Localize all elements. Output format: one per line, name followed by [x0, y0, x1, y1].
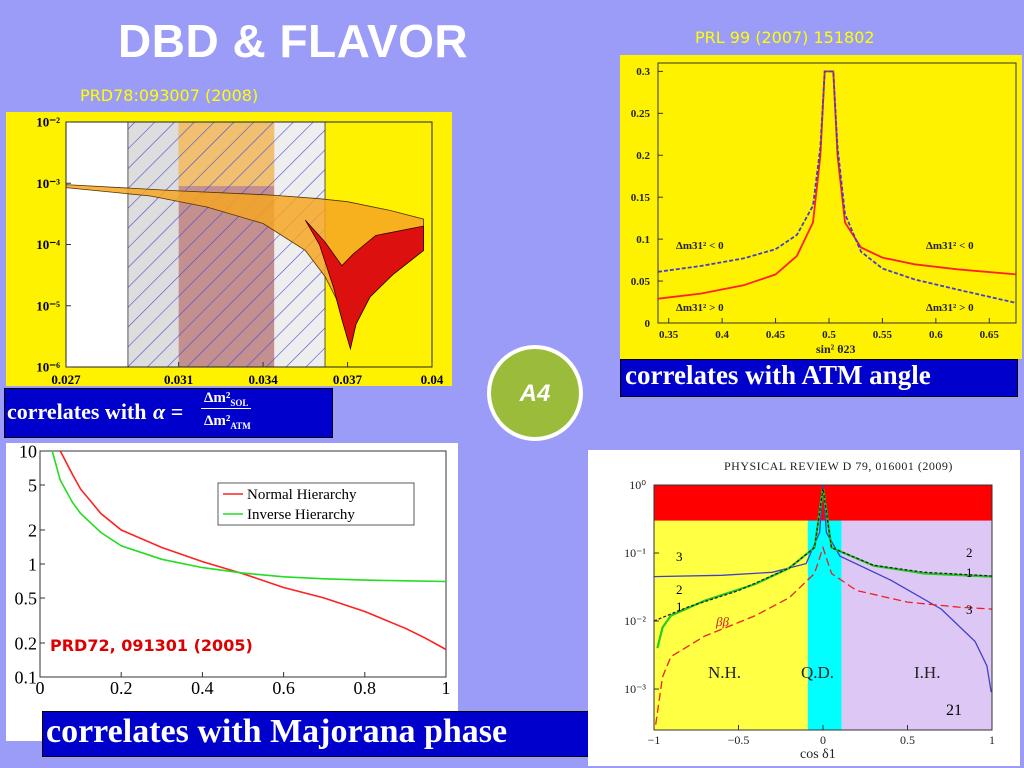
majorana-series-0 — [59, 450, 447, 651]
curve-label-bb: ββ — [715, 614, 729, 629]
region-qd: Q.D. — [801, 663, 834, 682]
legend-normal: Normal Hierarchy — [247, 487, 357, 503]
x-tick-label: 0 — [36, 678, 45, 698]
x-tick-label: 0.034 — [248, 372, 278, 386]
cosdelta-series-3 — [655, 545, 993, 725]
y-tick-label: 0.2 — [15, 633, 38, 653]
atm-label-4: Δm31² > 0 — [926, 302, 974, 314]
y-tick-label: 0.25 — [631, 108, 651, 120]
y-tick-label: 10⁻¹ — [624, 546, 646, 560]
ref-prl99: PRL 99 (2007) 151802 — [695, 28, 875, 47]
atm-plot-frame — [657, 62, 1017, 324]
cosdelta-series-2 — [653, 488, 993, 622]
ref-prd78: PRD78:093007 (2008) — [80, 86, 259, 105]
x-tick-label: 0.6 — [272, 678, 295, 698]
y-tick-label: 10⁻² — [36, 115, 60, 130]
y-tick-label: 10⁻⁴ — [36, 237, 60, 252]
allowed-region-red — [304, 219, 424, 351]
x-tick-label: 0.5 — [822, 329, 836, 341]
x-tick-label: 0.65 — [980, 329, 1000, 341]
x-tick-label: 0.037 — [333, 372, 363, 386]
cosdelta-xlabel: cos δ1 — [800, 747, 836, 762]
x-tick-label: 0.5 — [900, 733, 915, 747]
x-tick-label: 0.04 — [421, 372, 444, 386]
atm-series-1 — [657, 70, 1017, 304]
y-tick-label: 5 — [28, 475, 37, 495]
band-hatch — [127, 122, 326, 367]
cosdelta-series-0 — [653, 484, 992, 693]
y-tick-label: 10⁰ — [629, 478, 646, 492]
x-tick-label: 0.2 — [110, 678, 133, 698]
x-tick-label: 0.031 — [164, 372, 193, 386]
y-tick-label: 0.15 — [631, 192, 651, 204]
y-tick-label: 0.1 — [15, 667, 38, 687]
x-tick-label: 0.35 — [659, 329, 679, 341]
x-tick-label: 0.4 — [715, 329, 729, 341]
curve-label-2-right: 2 — [966, 545, 973, 560]
x-tick-label: 0.027 — [51, 372, 81, 386]
region-nh: N.H. — [708, 663, 741, 682]
atm-label-3: Δm31² < 0 — [926, 240, 974, 252]
x-tick-label: 1 — [989, 733, 995, 747]
atm-label-2: Δm31² > 0 — [676, 302, 724, 314]
majorana-series-1 — [51, 450, 447, 583]
y-tick-label: 10⁻⁵ — [36, 298, 60, 313]
y-tick-label: 0 — [645, 318, 651, 330]
ref-prd72: PRD72, 091301 (2005) — [50, 636, 253, 655]
y-tick-label: 0.1 — [636, 234, 650, 246]
curve-label-1-left: 1 — [676, 599, 683, 614]
slide-title: DBD & FLAVOR — [118, 15, 469, 67]
atm-xlabel: sin² θ23 — [816, 342, 856, 356]
y-tick-label: 10 — [19, 443, 37, 461]
banner-majorana: correlates with Majorana phase — [42, 711, 612, 757]
majorana-chart: 0 0.2 0.4 0.6 0.8 1 10 5 2 1 0.5 0.2 0.1 Normal Hie… — [6, 443, 458, 741]
y-tick-label: 10⁻² — [624, 614, 646, 628]
y-tick-label: 1 — [28, 554, 37, 574]
y-tick-label: 2 — [28, 520, 37, 540]
formula-denominator: Δm²ATM — [204, 413, 251, 431]
region-band-1 — [807, 485, 842, 730]
page-number: 21 — [946, 702, 962, 719]
x-tick-label: 0.4 — [191, 678, 214, 698]
curve-label-3-left: 3 — [676, 549, 683, 564]
y-tick-label: 10⁻³ — [624, 682, 646, 696]
badge-label: A4 — [519, 380, 551, 407]
banner-alpha-prefix: correlates with — [7, 399, 147, 424]
alpha-chart: 0.027 0.031 0.034 0.037 0.04 10⁻² 10⁻³ 10⁻⁴ 10⁻… — [6, 112, 452, 386]
badge-circle: A4 — [487, 345, 583, 441]
region-band-0 — [654, 485, 808, 730]
x-tick-label: 0.55 — [873, 329, 893, 341]
atm-chart: 0.35 0.4 0.45 0.5 0.55 0.6 0.65 0 0.05 0.1 0.15 0.… — [620, 55, 1022, 359]
majorana-legend — [217, 482, 415, 526]
atm-chart-bg — [620, 55, 1022, 359]
y-tick-label: 0.3 — [636, 66, 650, 78]
x-tick-label: 0.45 — [766, 329, 786, 341]
y-tick-label: 0.5 — [15, 588, 38, 608]
curve-label-1-right: 1 — [966, 565, 973, 580]
y-tick-label: 0.2 — [636, 150, 650, 162]
x-tick-label: −1 — [648, 733, 661, 747]
y-tick-label: 0.05 — [631, 276, 651, 288]
banner-atm: correlates with ATM angle — [620, 359, 1018, 397]
atm-label-1: Δm31² < 0 — [676, 240, 724, 252]
legend-inverse: Inverse Hierarchy — [247, 507, 355, 523]
y-tick-label: 10⁻³ — [36, 176, 60, 191]
formula-numerator: Δm²SOL — [201, 390, 252, 409]
x-tick-label: −0.5 — [728, 733, 750, 747]
x-tick-label: 0 — [820, 733, 826, 747]
curve-label-2-left: 2 — [676, 582, 683, 597]
x-tick-label: 0.6 — [929, 329, 943, 341]
cosdelta-chart: PHYSICAL REVIEW D 79, 016001 (2009) −1 −0… — [588, 450, 1020, 766]
banner-alpha: correlates with α = Δm²SOL Δm²ATM — [4, 388, 333, 438]
x-tick-label: 1 — [442, 678, 451, 698]
y-tick-label: 10⁻⁶ — [36, 360, 60, 375]
x-tick-label: 0.8 — [354, 678, 377, 698]
region-ih: I.H. — [914, 663, 940, 682]
curve-label-3-right: 3 — [966, 602, 973, 617]
cosdelta-header: PHYSICAL REVIEW D 79, 016001 (2009) — [724, 459, 953, 473]
